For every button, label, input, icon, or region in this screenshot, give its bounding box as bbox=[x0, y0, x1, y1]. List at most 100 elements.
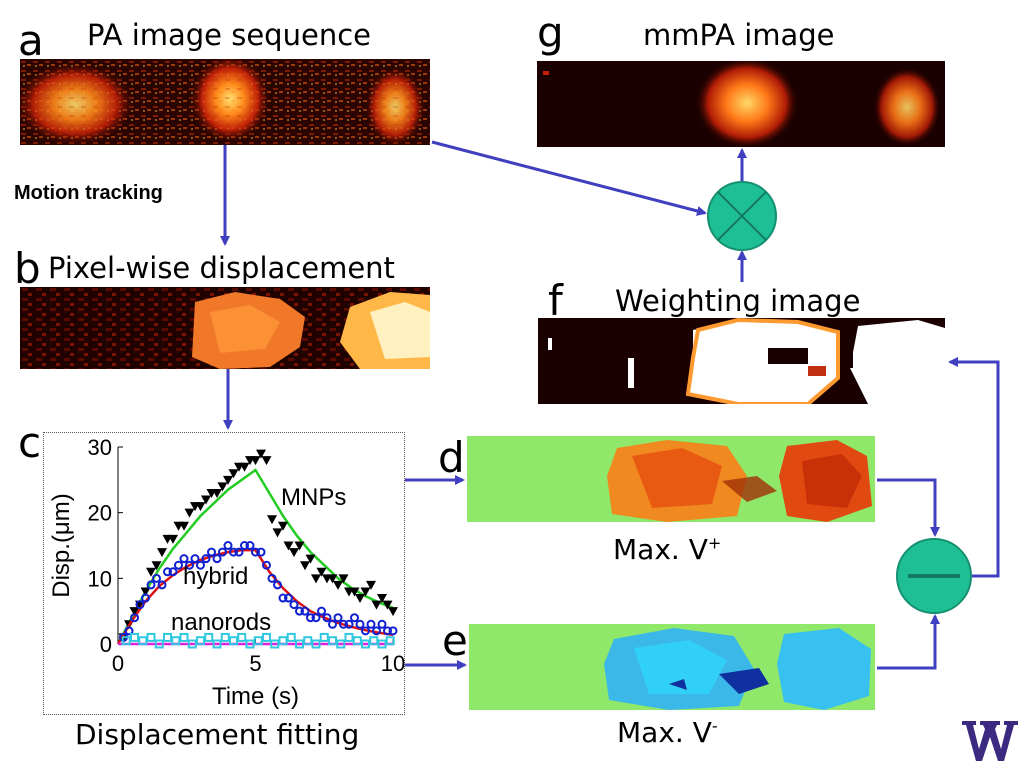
data-point-nanorods bbox=[229, 636, 238, 646]
motion-tracking-label: Motion tracking bbox=[14, 182, 163, 204]
data-point-nanorods bbox=[154, 639, 164, 649]
panel-letter-e: e bbox=[442, 616, 468, 665]
panel-f-title: Weighting image bbox=[615, 284, 861, 318]
data-point-nanorods bbox=[220, 632, 230, 642]
pixel-displacement-image bbox=[20, 287, 430, 369]
series-label-nanorods: nanorods bbox=[171, 609, 271, 636]
data-point-hybrid bbox=[377, 619, 387, 629]
panel-letter-f: f bbox=[548, 276, 563, 325]
panel-c-caption: Displacement fitting bbox=[75, 718, 360, 751]
data-point-hybrid bbox=[355, 619, 365, 629]
y-tick-label: 0 bbox=[100, 632, 112, 657]
data-point-MNPs bbox=[338, 574, 349, 584]
data-point-hybrid bbox=[223, 541, 233, 550]
panel-letter-a: a bbox=[18, 16, 44, 65]
data-point-nanorods bbox=[196, 636, 205, 646]
data-point-MNPs bbox=[129, 607, 140, 617]
data-point-MNPs bbox=[377, 594, 387, 604]
data-point-MNPs bbox=[355, 594, 365, 604]
arrow-subtract-to-f bbox=[948, 357, 1000, 578]
panel-letter-c: c bbox=[18, 418, 42, 467]
data-point-hybrid bbox=[284, 593, 293, 603]
arrow-e-to-subtract bbox=[877, 614, 940, 670]
data-point-hybrid bbox=[141, 593, 150, 603]
pa-image-sequence bbox=[20, 59, 430, 145]
data-point-hybrid bbox=[201, 554, 211, 564]
data-point-hybrid bbox=[240, 541, 249, 550]
data-point-nanorods bbox=[361, 639, 370, 649]
data-point-MNPs bbox=[283, 541, 294, 551]
data-point-MNPs bbox=[146, 567, 156, 577]
data-point-MNPs bbox=[157, 548, 167, 558]
data-point-MNPs bbox=[360, 587, 371, 597]
data-point-hybrid bbox=[267, 573, 277, 583]
data-point-hybrid bbox=[278, 593, 288, 603]
data-point-nanorods bbox=[303, 636, 313, 646]
data-point-nanorods bbox=[344, 632, 354, 642]
y-tick-label: 20 bbox=[88, 501, 112, 526]
panel-letter-g: g bbox=[537, 8, 564, 57]
data-point-nanorods bbox=[377, 639, 387, 649]
max-v-minus-image bbox=[469, 624, 875, 710]
data-point-nanorods bbox=[179, 632, 189, 642]
data-point-MNPs bbox=[311, 574, 321, 584]
panel-letter-b: b bbox=[14, 244, 41, 293]
x-tick-label: 0 bbox=[112, 651, 124, 676]
data-point-hybrid bbox=[300, 606, 310, 616]
data-point-MNPs bbox=[316, 567, 327, 577]
data-point-nanorods bbox=[146, 632, 156, 642]
data-point-MNPs bbox=[289, 548, 299, 558]
data-point-hybrid bbox=[322, 613, 332, 623]
data-point-hybrid bbox=[289, 600, 299, 610]
data-point-MNPs bbox=[333, 580, 343, 590]
series-label-MNPs: MNPs bbox=[281, 484, 346, 511]
data-point-hybrid bbox=[135, 600, 145, 610]
data-point-hybrid bbox=[273, 580, 282, 590]
data-point-hybrid bbox=[388, 626, 398, 636]
data-point-nanorods bbox=[212, 639, 222, 649]
data-point-MNPs bbox=[168, 534, 178, 544]
data-point-nanorods bbox=[253, 636, 263, 646]
data-point-MNPs bbox=[140, 587, 151, 597]
multiply-circle-icon bbox=[707, 181, 777, 251]
data-point-MNPs bbox=[195, 502, 206, 512]
data-point-hybrid bbox=[333, 613, 343, 623]
data-point-MNPs bbox=[228, 469, 239, 479]
data-point-hybrid bbox=[185, 560, 194, 570]
data-point-nanorods bbox=[171, 636, 181, 646]
data-point-hybrid bbox=[256, 547, 266, 557]
uw-logo bbox=[962, 721, 1018, 761]
data-point-hybrid bbox=[190, 554, 200, 564]
data-point-nanorods bbox=[163, 632, 172, 642]
data-point-nanorods bbox=[121, 636, 131, 646]
data-point-hybrid bbox=[361, 626, 370, 636]
data-point-hybrid bbox=[163, 567, 172, 577]
x-axis-label: Time (s) bbox=[212, 683, 299, 710]
data-point-hybrid bbox=[311, 613, 321, 623]
data-point-hybrid bbox=[218, 547, 227, 557]
data-point-MNPs bbox=[267, 515, 277, 525]
data-point-nanorods bbox=[295, 639, 304, 649]
data-point-hybrid bbox=[212, 554, 222, 564]
data-point-nanorods bbox=[204, 632, 214, 642]
data-point-nanorods bbox=[286, 632, 296, 642]
data-point-nanorods bbox=[336, 639, 346, 649]
data-point-MNPs bbox=[366, 580, 376, 590]
data-point-MNPs bbox=[300, 561, 310, 571]
data-point-MNPs bbox=[327, 574, 338, 584]
panel-letter-d: d bbox=[438, 433, 465, 482]
data-point-hybrid bbox=[207, 547, 216, 557]
data-point-hybrid bbox=[306, 613, 315, 623]
data-point-nanorods bbox=[187, 639, 197, 649]
displacement-chart: 0 10 20 30 0 5 10 Time (s) Disp.(μm) MNPs hybrid na… bbox=[48, 435, 405, 710]
weighting-image bbox=[538, 318, 945, 404]
data-point-hybrid bbox=[251, 547, 260, 557]
data-point-nanorods bbox=[385, 636, 395, 646]
series-label-hybrid: hybrid bbox=[183, 563, 248, 590]
data-point-hybrid bbox=[152, 573, 161, 583]
data-point-nanorods bbox=[328, 636, 337, 646]
data-point-nanorods bbox=[245, 639, 255, 649]
data-point-nanorods bbox=[237, 632, 247, 642]
y-tick-label: 30 bbox=[88, 435, 112, 460]
data-point-nanorods bbox=[311, 639, 321, 649]
